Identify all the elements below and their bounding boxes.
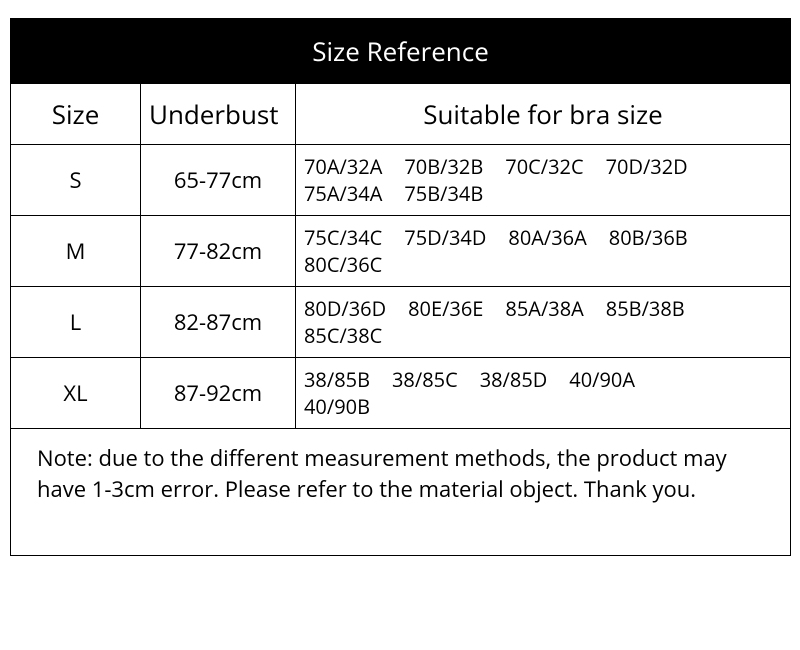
bra-size-item: 70A/32A bbox=[304, 153, 382, 180]
bra-size-item: 85C/38C bbox=[304, 322, 382, 349]
cell-size: M bbox=[11, 216, 141, 287]
table-title: Size Reference bbox=[11, 19, 791, 84]
cell-underbust: 77-82cm bbox=[141, 216, 296, 287]
bra-size-item: 75B/34B bbox=[404, 180, 483, 207]
bra-size-item: 85A/38A bbox=[505, 295, 583, 322]
bra-size-item: 80E/36E bbox=[408, 295, 483, 322]
bra-size-item: 80A/36A bbox=[508, 224, 586, 251]
cell-size: L bbox=[11, 287, 141, 358]
table-row: L 82-87cm 80D/36D 80E/36E 85A/38A 85B/38B 85… bbox=[11, 287, 791, 358]
cell-bra: 80D/36D 80E/36E 85A/38A 85B/38B 85C/38C bbox=[296, 287, 791, 358]
table-row: XL 87-92cm 38/85B 38/85C 38/85D 40/90A 40/90… bbox=[11, 358, 791, 429]
cell-underbust: 65-77cm bbox=[141, 145, 296, 216]
bra-size-item: 70B/32B bbox=[404, 153, 483, 180]
note-text: Note: due to the different measurement m… bbox=[11, 429, 791, 556]
bra-size-item: 38/85C bbox=[392, 366, 458, 393]
bra-size-item: 85B/38B bbox=[606, 295, 685, 322]
col-header-size: Size bbox=[11, 84, 141, 145]
title-row: Size Reference bbox=[11, 19, 791, 84]
size-table: Size Reference Size Underbust Suitable f… bbox=[10, 18, 791, 556]
bra-size-item: 70D/32D bbox=[606, 153, 688, 180]
bra-size-item: 80B/36B bbox=[609, 224, 688, 251]
table-row: M 77-82cm 75C/34C 75D/34D 80A/36A 80B/36B 80… bbox=[11, 216, 791, 287]
cell-size: S bbox=[11, 145, 141, 216]
bra-size-item: 38/85D bbox=[480, 366, 548, 393]
bra-size-item: 80C/36C bbox=[304, 251, 382, 278]
cell-underbust: 87-92cm bbox=[141, 358, 296, 429]
bra-size-item: 80D/36D bbox=[304, 295, 386, 322]
bra-size-item: 75A/34A bbox=[304, 180, 382, 207]
bra-size-item: 38/85B bbox=[304, 366, 370, 393]
bra-size-item: 70C/32C bbox=[505, 153, 583, 180]
cell-underbust: 82-87cm bbox=[141, 287, 296, 358]
col-header-bra: Suitable for bra size bbox=[296, 84, 791, 145]
table-row: S 65-77cm 70A/32A 70B/32B 70C/32C 70D/32D 75… bbox=[11, 145, 791, 216]
cell-bra: 75C/34C 75D/34D 80A/36A 80B/36B 80C/36C bbox=[296, 216, 791, 287]
size-reference-card: Size Reference Size Underbust Suitable f… bbox=[0, 0, 800, 566]
cell-size: XL bbox=[11, 358, 141, 429]
cell-bra: 70A/32A 70B/32B 70C/32C 70D/32D 75A/34A 75B/3… bbox=[296, 145, 791, 216]
note-row: Note: due to the different measurement m… bbox=[11, 429, 791, 556]
bra-size-item: 75D/34D bbox=[404, 224, 486, 251]
bra-size-item: 40/90A bbox=[569, 366, 635, 393]
header-row: Size Underbust Suitable for bra size bbox=[11, 84, 791, 145]
bra-size-item: 75C/34C bbox=[304, 224, 382, 251]
col-header-underbust: Underbust bbox=[141, 84, 296, 145]
bra-size-item: 40/90B bbox=[304, 393, 370, 420]
cell-bra: 38/85B 38/85C 38/85D 40/90A 40/90B bbox=[296, 358, 791, 429]
